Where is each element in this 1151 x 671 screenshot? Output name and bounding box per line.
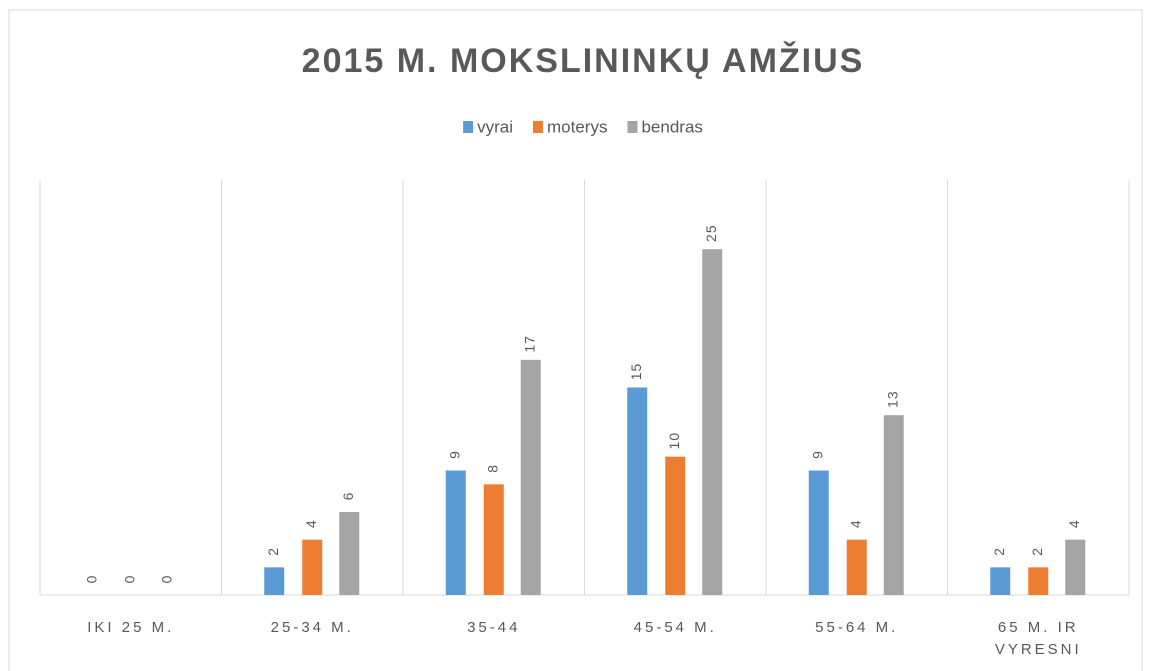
data-label: 25 — [703, 224, 719, 242]
data-label: 9 — [446, 450, 462, 459]
bar — [990, 567, 1011, 595]
bar — [445, 470, 466, 595]
data-label: 10 — [666, 432, 682, 450]
data-label: 4 — [1066, 519, 1082, 528]
x-tick-label: 35-44 — [467, 619, 520, 636]
bar — [520, 359, 541, 595]
data-label: 2 — [1029, 547, 1045, 556]
data-label: 0 — [158, 575, 174, 584]
data-label: 2 — [265, 547, 281, 556]
bar — [808, 470, 829, 595]
bar — [1028, 567, 1049, 595]
legend-swatch — [533, 121, 543, 133]
bar — [846, 539, 867, 595]
bar — [302, 539, 323, 595]
legend-label: moterys — [547, 117, 607, 136]
x-tick-label: 45-54 M. — [634, 619, 717, 636]
data-label: 0 — [83, 575, 99, 584]
x-tick-label: 55-64 M. — [815, 619, 898, 636]
bar — [665, 456, 686, 595]
legend-label: bendras — [641, 117, 702, 136]
chart-title: 2015 M. MOKSLININKŲ AMŽIUS — [302, 42, 865, 80]
data-label: 6 — [340, 492, 356, 501]
legend-swatch — [627, 121, 638, 133]
bar — [264, 567, 285, 595]
legend-swatch — [463, 121, 474, 133]
bar — [339, 512, 360, 595]
x-tick-label: 65 M. IR VYRESNI — [995, 619, 1082, 658]
bar — [883, 415, 904, 595]
bar — [483, 484, 504, 595]
data-label: 2 — [991, 547, 1007, 556]
data-label: 0 — [121, 575, 137, 584]
data-label: 4 — [303, 519, 319, 528]
data-label: 15 — [628, 363, 644, 381]
data-label: 8 — [484, 464, 500, 473]
bar — [702, 249, 723, 595]
chart-border — [8, 9, 1143, 671]
bar — [1065, 539, 1086, 595]
legend-label: vyrai — [477, 117, 513, 136]
x-tick-label: 25-34 M. — [271, 619, 354, 636]
data-label: 13 — [884, 390, 900, 408]
data-label: 4 — [847, 519, 863, 528]
x-tick-label: IKI 25 M. — [87, 619, 174, 636]
data-label: 17 — [521, 335, 537, 353]
data-label: 9 — [809, 450, 825, 459]
bar — [627, 387, 648, 595]
